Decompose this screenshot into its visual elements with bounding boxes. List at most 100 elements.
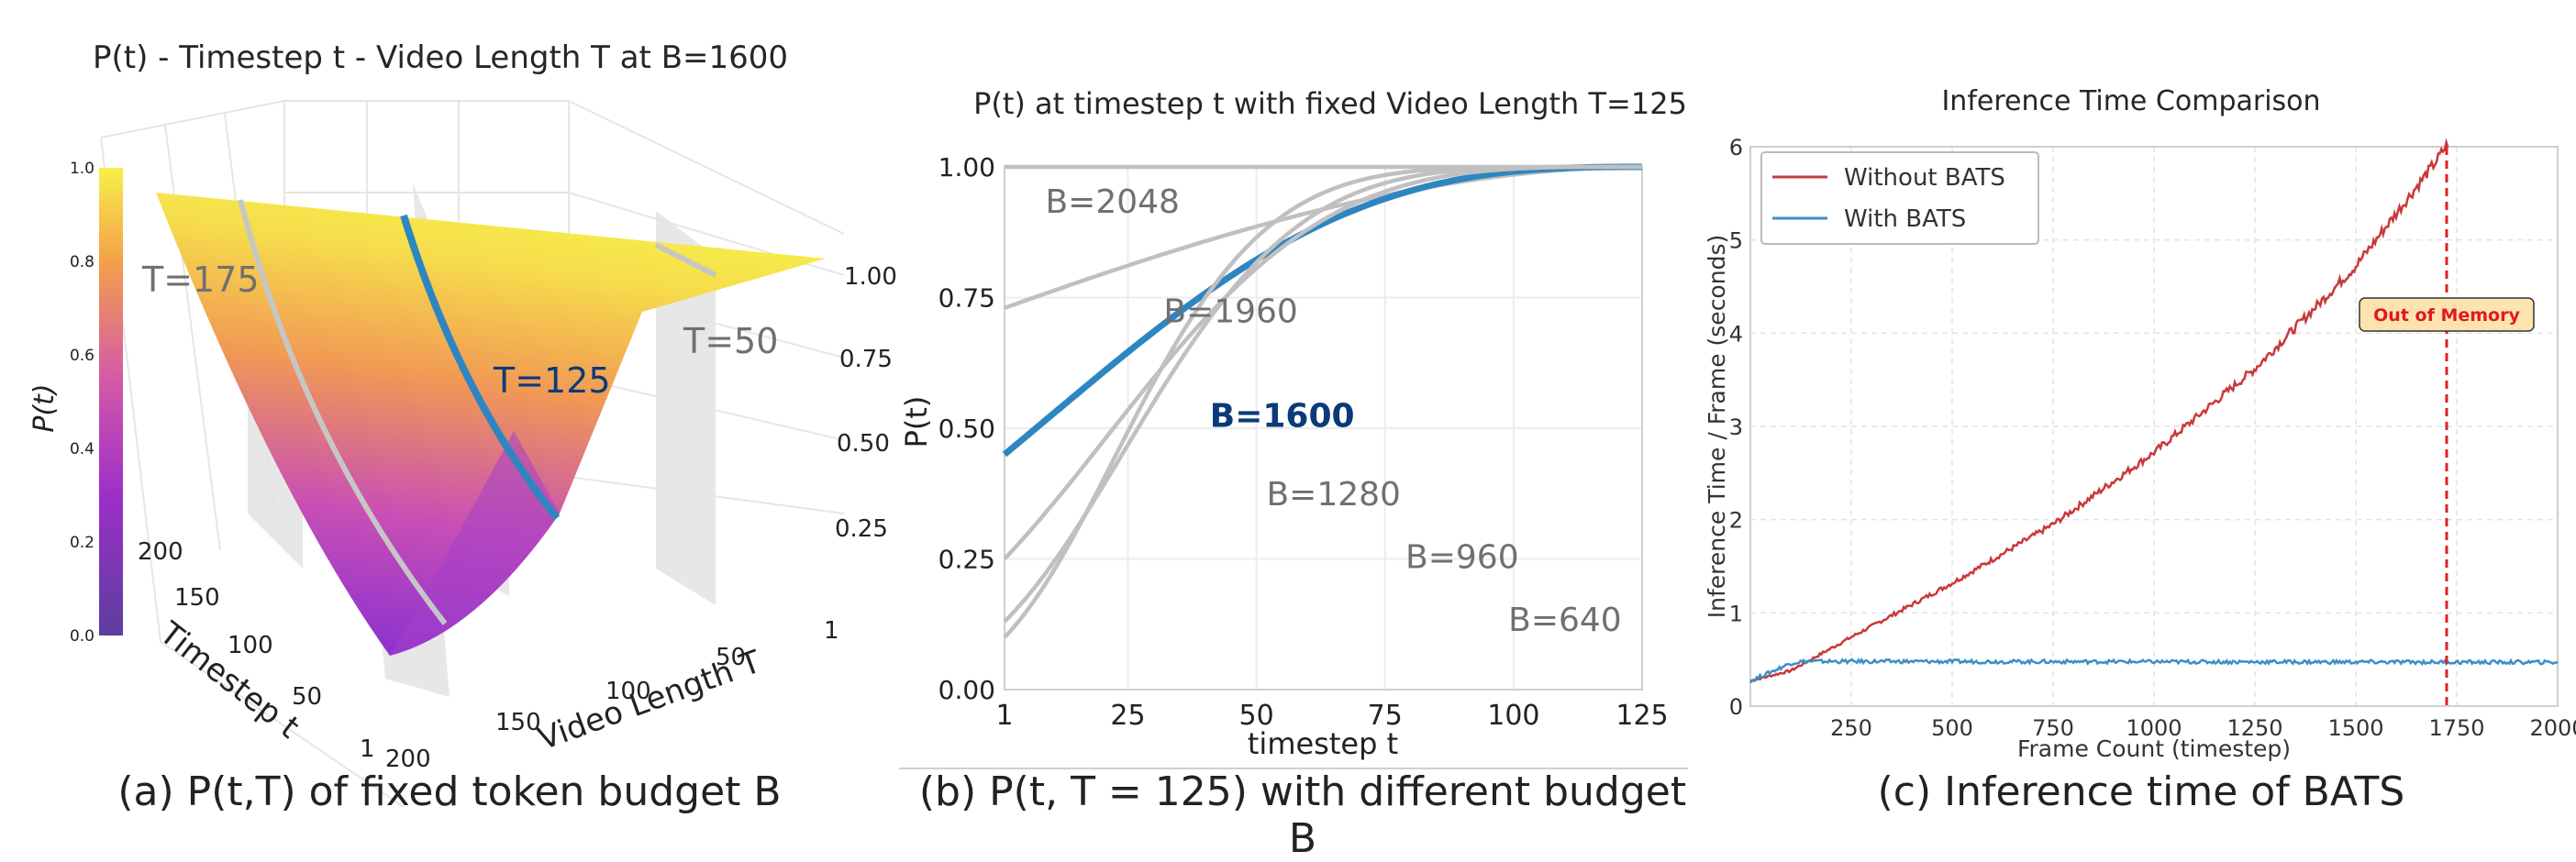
x-tick: 150 bbox=[174, 584, 220, 612]
colorbar bbox=[99, 168, 123, 635]
legend-box bbox=[1760, 151, 2039, 245]
y-tick: 1.00 bbox=[938, 152, 995, 182]
colorbar-tick: 0.4 bbox=[70, 440, 94, 459]
x-axis-label: Frame Count (timestep) bbox=[2017, 735, 2291, 762]
y-axis-label: Video Length T bbox=[533, 644, 765, 758]
x-tick: 125 bbox=[1616, 700, 1668, 732]
y-tick: 0.50 bbox=[938, 414, 995, 444]
curve-T125 bbox=[400, 214, 561, 521]
series-label: B=1960 bbox=[1163, 293, 1297, 331]
z-tick: 0.75 bbox=[839, 346, 893, 373]
panel-budget-curves: P(t) at timestep t with fixed Video Leng… bbox=[899, 0, 1706, 862]
series-line bbox=[1003, 164, 1642, 624]
series-line bbox=[1749, 657, 2559, 684]
curve-label-T50: T=50 bbox=[683, 321, 778, 361]
panel-inference-time: Inference Time Comparison 2 5 0 500 750 1000 1… bbox=[1706, 0, 2576, 845]
series-label: B=1600 bbox=[1210, 398, 1355, 436]
y-tick: 3 bbox=[1729, 414, 1743, 440]
oom-annotation: Out of Memory bbox=[2359, 297, 2535, 332]
x-tick: 1 bbox=[360, 735, 375, 763]
surface-chart: P(t) - Timestep t - Video Length T at B=… bbox=[28, 39, 897, 808]
x-tick: 750 bbox=[2032, 715, 2074, 741]
y-tick: 1 bbox=[1729, 601, 1743, 626]
chart-title: Inference Time Comparison bbox=[1941, 85, 2320, 117]
surface-lower-fold bbox=[390, 431, 560, 656]
y-tick: 1 bbox=[824, 617, 839, 645]
colorbar-tick: 0.0 bbox=[70, 627, 94, 646]
series-line bbox=[1003, 164, 1642, 639]
y-ticks: 0 1 2 3 4 5 6 bbox=[1729, 135, 1743, 720]
x-tick: 50 bbox=[1239, 700, 1274, 732]
y-axis-label: Inference Time / Frame (seconds) bbox=[1706, 235, 1730, 618]
x-ticks: 1 25 50 75 100 125 bbox=[995, 700, 1668, 732]
z-tick: 1.00 bbox=[844, 263, 897, 291]
series-label: B=640 bbox=[1508, 602, 1622, 639]
y-tick: 0.25 bbox=[938, 545, 995, 575]
x-tick: 1250 bbox=[2226, 715, 2282, 741]
y-tick: 100 bbox=[605, 678, 651, 705]
z-tick: 0.25 bbox=[835, 515, 888, 543]
legend: Without BATS With BATS bbox=[1760, 151, 2039, 245]
x-tick: 1000 bbox=[2126, 715, 2182, 741]
curve-T50 bbox=[654, 242, 717, 278]
y-ticks: 200 150 100 50 1 bbox=[385, 617, 839, 773]
x-tick: 1500 bbox=[2327, 715, 2383, 741]
curve-label-T175: T=175 bbox=[141, 260, 260, 300]
z-tick: 0.50 bbox=[837, 430, 890, 458]
caption-c: (c) Inference time of BATS bbox=[1877, 768, 2405, 815]
series-label: B=2048 bbox=[1045, 183, 1179, 221]
series-group bbox=[1002, 163, 1642, 639]
x-tick: 100 bbox=[228, 632, 273, 659]
colorbar-ticks: 0.0 0.2 0.4 0.6 0.8 1.0 bbox=[70, 160, 94, 646]
z-axis-label: P(t) bbox=[28, 383, 61, 432]
x-tick: 1750 bbox=[2428, 715, 2484, 741]
x-tick: 25 bbox=[1110, 700, 1145, 732]
x-tick: 75 bbox=[1368, 700, 1403, 732]
x-axis-label: timestep t bbox=[1248, 726, 1398, 761]
y-tick: 4 bbox=[1729, 321, 1743, 347]
legend-label-with: With BATS bbox=[1844, 205, 1966, 233]
oom-box bbox=[2359, 297, 2535, 332]
y-tick: 5 bbox=[1729, 228, 1743, 254]
colorbar-tick: 1.0 bbox=[70, 160, 94, 178]
plot-frame bbox=[1749, 146, 2559, 707]
x-tick: 500 bbox=[1931, 715, 1973, 741]
curve-T175 bbox=[238, 199, 448, 625]
y-tick: 0.75 bbox=[938, 283, 995, 314]
inference-chart: Inference Time Comparison 2 5 0 500 750 1000 1… bbox=[1706, 85, 2576, 762]
budget-chart: P(t) at timestep t with fixed Video Leng… bbox=[899, 86, 1688, 769]
caption-b: (b) P(t, T = 125) with different budget … bbox=[918, 768, 1687, 862]
oom-text: Out of Memory bbox=[2373, 305, 2520, 326]
colorbar-tick: 0.6 bbox=[70, 347, 94, 365]
series-group bbox=[1749, 138, 2559, 706]
x-tick: 200 bbox=[138, 538, 183, 566]
chart-title: P(t) at timestep t with fixed Video Leng… bbox=[973, 86, 1687, 121]
series-label: B=1280 bbox=[1266, 476, 1400, 514]
y-tick: 200 bbox=[385, 746, 431, 773]
y-tick: 6 bbox=[1729, 135, 1743, 160]
colorbar-tick: 0.2 bbox=[70, 534, 94, 552]
curve-label-T125: T=125 bbox=[493, 360, 611, 401]
chart-title: P(t) - Timestep t - Video Length T at B=… bbox=[93, 39, 788, 76]
colorbar-tick: 0.8 bbox=[70, 253, 94, 271]
caption-a: (a) P(t,T) of fixed token budget B bbox=[117, 768, 782, 815]
y-tick: 2 bbox=[1729, 508, 1743, 534]
y-tick: 0 bbox=[1729, 694, 1743, 720]
y-tick: 50 bbox=[716, 644, 746, 671]
x-tick: 1 bbox=[995, 700, 1013, 732]
legend-label-without: Without BATS bbox=[1844, 164, 2005, 192]
x-ticks: 200 150 100 50 1 bbox=[138, 538, 375, 763]
y-tick: 0.00 bbox=[938, 675, 995, 705]
y-ticks: 0.00 0.25 0.50 0.75 1.00 bbox=[938, 152, 995, 705]
y-tick: 150 bbox=[495, 709, 541, 736]
panel-3d-surface: P(t) - Timestep t - Video Length T at B=… bbox=[0, 0, 899, 845]
x-tick: 50 bbox=[292, 683, 322, 711]
series-label: B=960 bbox=[1405, 539, 1519, 577]
series-line bbox=[1749, 138, 2449, 682]
x-tick: 100 bbox=[1487, 700, 1539, 732]
z-ticks: 1.00 0.75 0.50 0.25 bbox=[835, 263, 897, 543]
y-axis-label: P(t) bbox=[899, 396, 934, 448]
